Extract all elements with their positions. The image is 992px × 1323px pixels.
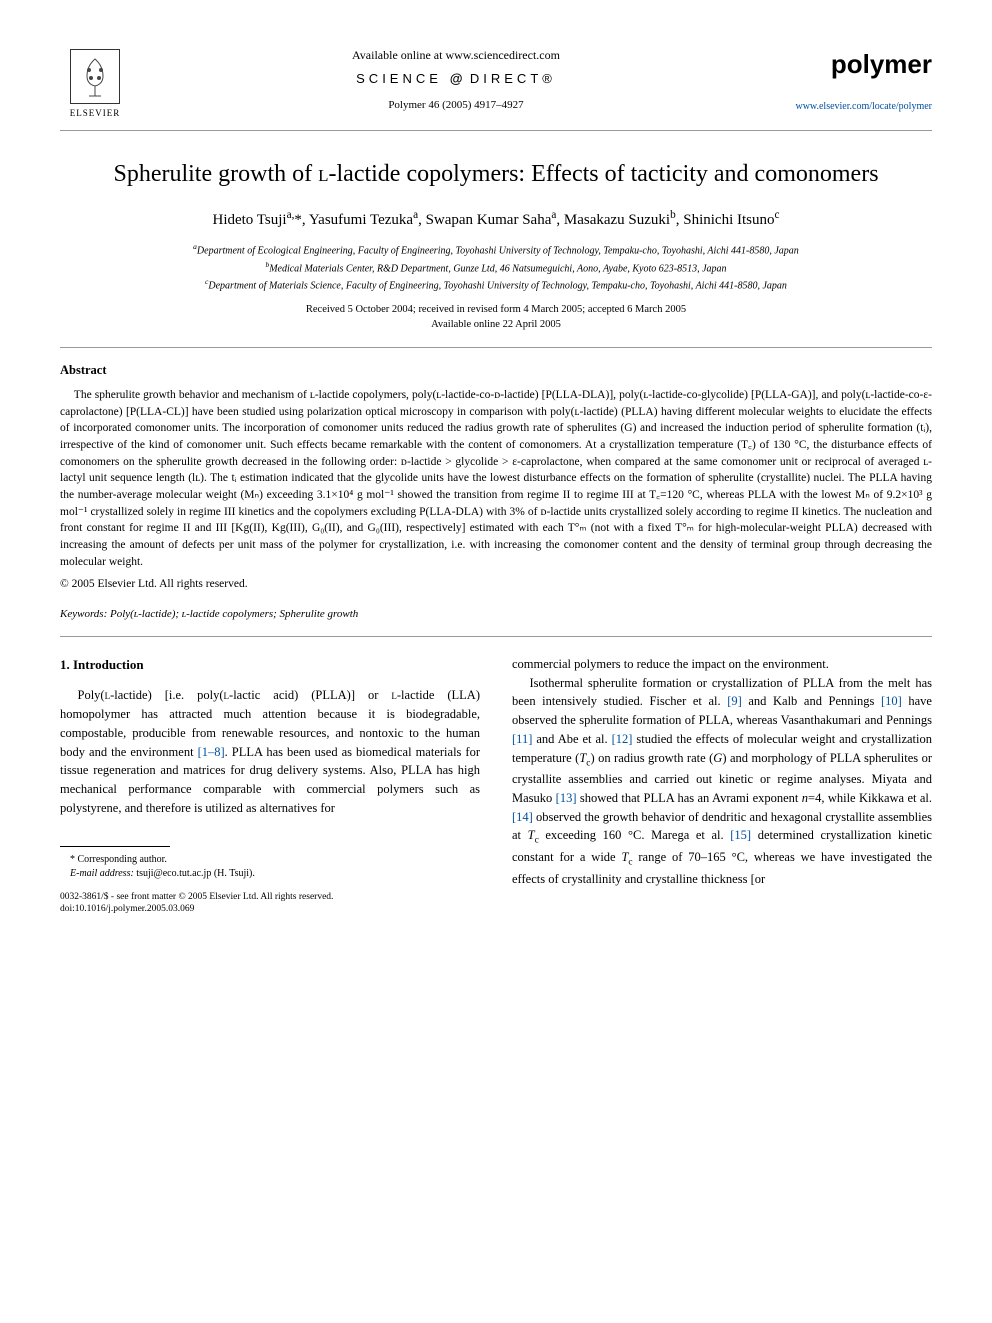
sd-at-icon: @: [450, 71, 463, 86]
ref-15[interactable]: [15]: [730, 828, 751, 842]
title-pre: Spherulite growth of: [113, 161, 318, 187]
header-center: Available online at www.sciencedirect.co…: [130, 47, 782, 113]
science-direct-logo: SCIENCE @ DIRECT®: [130, 70, 782, 88]
tree-icon: [75, 54, 115, 99]
ref-14[interactable]: [14]: [512, 810, 533, 824]
received-line: Received 5 October 2004; received in rev…: [60, 303, 932, 318]
abstract-text: The spherulite growth behavior and mecha…: [60, 387, 932, 570]
affil-c-text: Department of Materials Science, Faculty…: [208, 280, 787, 291]
intro-para-1-cont: commercial polymers to reduce the impact…: [512, 655, 932, 674]
journal-url-link[interactable]: www.elsevier.com/locate/polymer: [782, 100, 932, 114]
abstract-body: The spherulite growth behavior and mecha…: [60, 387, 932, 570]
column-left: 1. Introduction Poly(l-lactide) [i.e. po…: [60, 655, 480, 915]
title-post: -lactide copolymers: Effects of tacticit…: [329, 161, 879, 187]
publisher-name: ELSEVIER: [70, 107, 121, 120]
publisher-logo: ELSEVIER: [60, 40, 130, 120]
email-label: E-mail address:: [70, 868, 134, 879]
footnote-separator: [60, 846, 170, 847]
online-line: Available online 22 April 2005: [60, 318, 932, 333]
sd-suffix: DIRECT®: [470, 71, 556, 86]
affil-a-text: Department of Ecological Engineering, Fa…: [197, 246, 799, 257]
corresponding-author: * Corresponding author.: [60, 853, 480, 867]
abstract-heading: Abstract: [60, 362, 932, 380]
affiliation-c: cDepartment of Materials Science, Facult…: [60, 276, 932, 293]
front-matter-line: 0032-3861/$ - see front matter © 2005 El…: [60, 891, 480, 903]
intro-para-2: Isothermal spherulite formation or cryst…: [512, 674, 932, 889]
elsevier-tree-icon: [70, 49, 120, 104]
affiliations: aDepartment of Ecological Engineering, F…: [60, 241, 932, 293]
ref-9[interactable]: [9]: [727, 694, 742, 708]
affiliation-b: bMedical Materials Center, R&D Departmen…: [60, 259, 932, 276]
footnotes: * Corresponding author. E-mail address: …: [60, 853, 480, 881]
citation-line: Polymer 46 (2005) 4917–4927: [130, 98, 782, 113]
article-dates: Received 5 October 2004; received in rev…: [60, 303, 932, 332]
email-line: E-mail address: tsuji@eco.tut.ac.jp (H. …: [60, 867, 480, 881]
ref-10[interactable]: [10]: [881, 694, 902, 708]
body-columns: 1. Introduction Poly(l-lactide) [i.e. po…: [60, 655, 932, 915]
ref-12[interactable]: [12]: [612, 732, 633, 746]
keywords-line: Keywords: Poly(ʟ-lactide); ʟ-lactide cop…: [60, 607, 932, 622]
column-right: commercial polymers to reduce the impact…: [512, 655, 932, 915]
copyright-line: © 2005 Elsevier Ltd. All rights reserved…: [60, 576, 932, 592]
journal-logo-block: polymer www.elsevier.com/locate/polymer: [782, 46, 932, 114]
doi-line: doi:10.1016/j.polymer.2005.03.069: [60, 903, 480, 915]
keywords-label: Keywords:: [60, 608, 107, 620]
authors-line: Hideto Tsujia,*, Yasufumi Tezukaa, Swapa…: [60, 208, 932, 231]
ref-13[interactable]: [13]: [556, 791, 577, 805]
journal-header: ELSEVIER Available online at www.science…: [60, 40, 932, 131]
available-online-text: Available online at www.sciencedirect.co…: [130, 47, 782, 64]
affiliation-a: aDepartment of Ecological Engineering, F…: [60, 241, 932, 258]
introduction-heading: 1. Introduction: [60, 655, 480, 675]
rule-above-abstract: [60, 347, 932, 348]
intro-para-1: Poly(l-lactide) [i.e. poly(l-lactic acid…: [60, 686, 480, 817]
email-address: tsuji@eco.tut.ac.jp (H. Tsuji).: [134, 868, 255, 879]
journal-name: polymer: [782, 46, 932, 82]
sd-prefix: SCIENCE: [356, 71, 442, 86]
affil-b-text: Medical Materials Center, R&D Department…: [269, 263, 726, 274]
title-smallcaps: l: [318, 161, 328, 187]
rule-below-keywords: [60, 636, 932, 637]
doi-block: 0032-3861/$ - see front matter © 2005 El…: [60, 891, 480, 916]
ref-11[interactable]: [11]: [512, 732, 532, 746]
ref-1-8[interactable]: [1–8]: [198, 745, 225, 759]
keywords-text: Poly(ʟ-lactide); ʟ-lactide copolymers; S…: [107, 608, 358, 620]
article-title: Spherulite growth of l-lactide copolymer…: [100, 159, 892, 190]
